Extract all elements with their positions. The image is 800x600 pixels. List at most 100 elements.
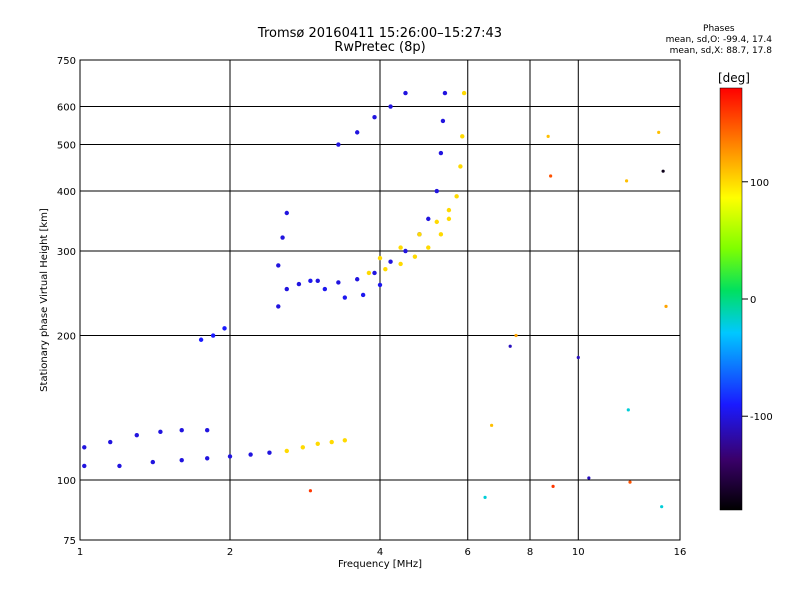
data-point <box>417 232 422 237</box>
data-point <box>360 292 366 298</box>
data-point <box>490 423 494 427</box>
data-point <box>179 457 184 463</box>
data-point <box>82 463 87 469</box>
data-point <box>628 480 632 484</box>
data-point <box>204 428 210 433</box>
y-axis-label: Stationary phase Virtual Height [km] <box>39 208 50 392</box>
y-tick-label: 75 <box>63 536 76 547</box>
data-point <box>624 179 629 183</box>
chart-subtitle: RwPretec (8p) <box>334 40 426 55</box>
data-point <box>366 270 372 276</box>
data-point <box>434 188 439 194</box>
plot-frame <box>79 59 681 541</box>
colorbar <box>719 87 743 511</box>
data-point <box>150 459 156 465</box>
data-point <box>276 263 281 268</box>
data-point <box>446 216 452 222</box>
data-point <box>284 286 289 292</box>
data-point <box>342 295 348 300</box>
data-point <box>551 484 555 488</box>
y-tick-label: 200 <box>57 332 76 343</box>
data-point <box>117 463 122 469</box>
chart-title: Tromsø 20160411 15:26:00–15:27:43 <box>257 26 503 41</box>
data-point <box>329 439 334 445</box>
data-point <box>210 333 216 338</box>
data-point <box>664 304 668 309</box>
data-point <box>315 441 320 446</box>
data-point <box>280 235 285 240</box>
phase-stats-o: mean, sd,O: -99.4, 17.4 <box>665 35 772 45</box>
data-point <box>354 277 360 282</box>
y-tick-label: 750 <box>57 56 76 67</box>
data-point <box>308 278 313 284</box>
data-point <box>315 278 320 284</box>
x-tick-label: 8 <box>527 547 533 558</box>
data-point <box>377 255 383 261</box>
data-point <box>308 489 313 493</box>
data-point <box>438 232 444 237</box>
data-point <box>336 280 341 285</box>
data-point <box>248 452 253 457</box>
data-point <box>398 245 403 250</box>
data-point <box>403 90 408 96</box>
data-point <box>657 130 661 134</box>
data-point <box>179 428 184 433</box>
x-tick-label: 2 <box>227 547 233 558</box>
data-point <box>134 432 139 438</box>
data-point <box>342 438 348 443</box>
data-point <box>412 254 418 259</box>
phase-stats-x: mean, sd,X: 88.7, 17.8 <box>669 46 772 56</box>
y-tick-label: 400 <box>57 187 76 198</box>
x-axis-ticks: 1 2 4 6 8 10 16 <box>77 547 687 558</box>
data-point <box>426 216 431 222</box>
data-point <box>372 115 377 120</box>
data-point <box>426 245 431 250</box>
data-point <box>383 266 388 272</box>
data-point <box>398 261 403 267</box>
y-tick-label: 300 <box>57 247 76 258</box>
data-point <box>442 90 448 96</box>
colorbar-ticks: 100 0 -100 <box>742 178 773 423</box>
data-point <box>284 448 289 454</box>
data-point <box>296 281 302 287</box>
data-point <box>587 476 591 480</box>
x-axis-label: Frequency [MHz] <box>338 559 422 570</box>
data-point <box>549 174 553 178</box>
grid-lines <box>80 60 680 540</box>
x-tick-label: 4 <box>377 547 383 558</box>
x-tick-label: 6 <box>465 547 471 558</box>
data-point <box>204 456 210 461</box>
data-point <box>458 164 463 169</box>
data-point <box>460 134 465 139</box>
data-point <box>454 194 459 199</box>
data-point <box>434 219 439 225</box>
data-point <box>354 130 360 135</box>
data-point <box>198 337 204 342</box>
data-point <box>660 505 664 509</box>
data-points <box>82 90 668 509</box>
data-point <box>440 118 446 124</box>
data-point <box>322 286 328 292</box>
x-tick-label: 16 <box>674 547 687 558</box>
data-point <box>403 248 408 254</box>
colorbar-tick-label: 0 <box>750 295 756 306</box>
data-point <box>446 207 452 213</box>
x-tick-label: 10 <box>572 547 585 558</box>
phase-stats-header: Phases <box>703 24 735 34</box>
data-point <box>267 450 272 455</box>
data-point <box>222 326 227 331</box>
y-tick-label: 500 <box>57 141 76 152</box>
data-point <box>514 333 518 338</box>
data-point <box>388 259 393 264</box>
data-point <box>377 282 383 288</box>
data-point <box>276 304 281 309</box>
data-point <box>483 495 487 500</box>
data-point <box>108 439 113 445</box>
data-point <box>82 445 87 450</box>
phase-stats: Phases mean, sd,O: -99.4, 17.4 mean, sd,… <box>666 24 772 57</box>
x-tick-label: 1 <box>77 547 83 558</box>
y-axis-ticks: 75 100 200 300 400 500 600 750 <box>57 56 76 547</box>
data-point <box>661 169 665 173</box>
colorbar-label: [deg] <box>718 71 750 85</box>
